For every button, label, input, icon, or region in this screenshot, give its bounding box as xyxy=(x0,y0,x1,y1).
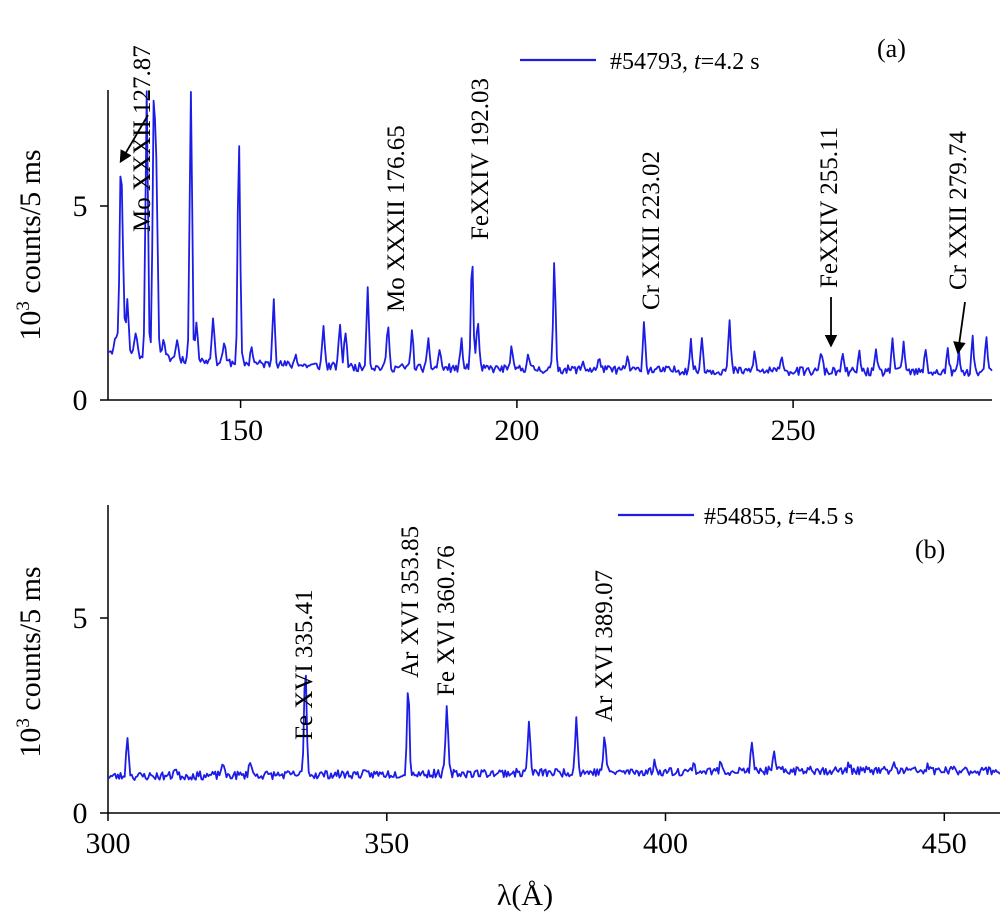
panel-a-spectrum-line xyxy=(107,90,993,377)
panel-a-ytick-label-0: 0 xyxy=(73,384,88,417)
panel-b-xtick-label-350: 350 xyxy=(364,827,409,860)
panel-a-ytick-label-5: 5 xyxy=(73,190,88,223)
panel-b: 0 5 300 350 400 450 103 counts/5 ms λ(Å)… xyxy=(13,504,1000,912)
panel-b-spectrum-line xyxy=(107,674,1000,781)
panel-b-label: (b) xyxy=(915,535,945,564)
panel-a-annotation-mo-176: Mo XXXII 176.65 xyxy=(383,125,410,312)
panel-a-legend-label: #54793, t=4.2 s xyxy=(610,49,760,75)
panel-a-y-axis-label: 103 counts/5 ms xyxy=(13,149,47,340)
panel-b-annotation-ar-389: Ar XVI 389.07 xyxy=(591,570,618,722)
panel-b-ytick-label-5: 5 xyxy=(73,602,88,635)
panel-b-y-axis-label: 103 counts/5 ms xyxy=(13,566,47,757)
panel-b-annotation-fe-360: Fe XVI 360.76 xyxy=(433,545,460,696)
panel-b-ytick-label-0: 0 xyxy=(73,797,88,830)
panel-a-annotation-fe-192: FeXXIV 192.03 xyxy=(467,78,494,240)
panel-a: 0 5 150 200 250 103 counts/5 ms #54793, … xyxy=(13,34,993,447)
panel-a-xtick-label-200: 200 xyxy=(494,414,539,447)
panel-b-legend-label: #54855, t=4.5 s xyxy=(704,504,854,530)
panel-b-annotation-fe-335: Fe XVI 335.41 xyxy=(291,589,318,740)
panel-b-xtick-label-400: 400 xyxy=(643,827,688,860)
panel-a-annotation-cr-223: Cr XXII 223.02 xyxy=(638,151,665,310)
panel-a-xtick-label-250: 250 xyxy=(771,414,816,447)
panel-b-xtick-label-450: 450 xyxy=(922,827,967,860)
panel-a-annotation-cr-279: Cr XXII 279.74 xyxy=(945,130,972,290)
panel-a-annotation-fe-255: FeXXIV 255.11 xyxy=(816,127,843,288)
panel-a-arrow-mo-127 xyxy=(119,114,149,164)
panel-a-xtick-label-150: 150 xyxy=(218,414,263,447)
panel-a-label: (a) xyxy=(877,34,906,63)
panel-b-x-axis-label: λ(Å) xyxy=(497,879,553,912)
panel-a-annotation-mo-127: Mo XXXII 127.87 xyxy=(129,45,156,232)
panel-b-annotation-ar-353: Ar XVI 353.85 xyxy=(397,526,424,678)
panel-a-arrow-cr-279 xyxy=(953,301,966,355)
panel-b-xtick-label-300: 300 xyxy=(86,827,131,860)
